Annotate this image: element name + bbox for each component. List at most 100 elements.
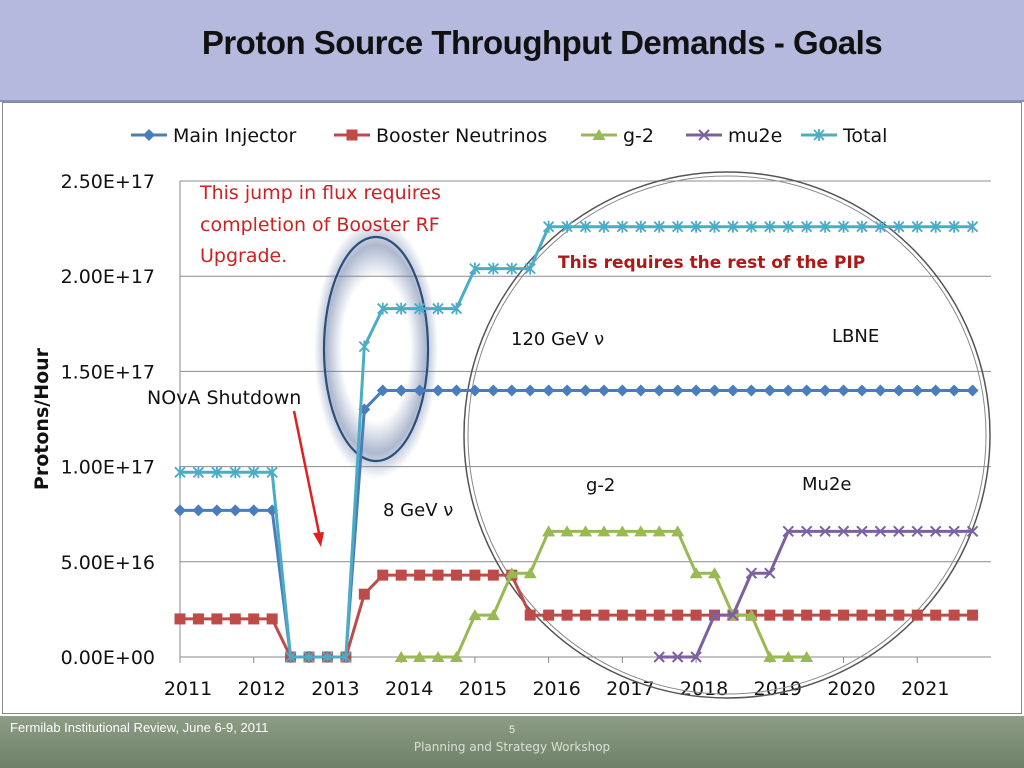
data-point (284, 651, 297, 663)
data-point (838, 609, 850, 621)
data-point (672, 609, 684, 621)
legend-label: Booster Neutrinos (376, 125, 547, 147)
series-line (180, 573, 973, 659)
data-point (524, 609, 536, 621)
highlight-shapes (292, 171, 991, 699)
data-point (653, 651, 665, 663)
series-mu2e (653, 525, 979, 663)
data-point (948, 609, 960, 621)
data-point (597, 384, 610, 397)
data-point (966, 384, 979, 397)
data-point (671, 384, 684, 397)
data-point (874, 384, 887, 397)
series-booster-neutrinos (174, 569, 979, 663)
data-point (653, 220, 665, 233)
legend-label: g-2 (623, 125, 654, 147)
data-point (579, 525, 592, 537)
data-point (930, 220, 942, 233)
data-point (449, 651, 463, 662)
data-point (303, 651, 315, 663)
data-point (229, 613, 241, 625)
series-total (174, 220, 979, 663)
data-point (340, 651, 352, 663)
data-point (764, 567, 776, 579)
data-point (395, 302, 407, 315)
chart-frame: 0.00E+00 5.00E+16 1.00E+17 1.50E+17 2.00E+17… (2, 102, 1022, 714)
data-point (431, 651, 445, 662)
data-point (745, 220, 758, 233)
series-layer (174, 220, 979, 663)
data-point (634, 525, 648, 537)
data-point (346, 129, 358, 141)
data-point (561, 220, 573, 233)
data-point (635, 609, 647, 621)
footer-bar (0, 716, 1024, 768)
data-point (266, 613, 278, 625)
annotation-text: Upgrade. (200, 245, 287, 267)
series-line (180, 225, 973, 659)
y-tick-label: 0.00E+00 (61, 647, 155, 669)
data-point (211, 466, 223, 479)
page-number: 5 (509, 724, 516, 736)
data-point (615, 525, 629, 537)
data-point (247, 504, 260, 517)
annotation-text: 8 GeV ν (383, 500, 453, 521)
data-point (579, 384, 592, 397)
data-point (745, 567, 758, 579)
data-point (856, 525, 868, 538)
data-point (616, 609, 628, 621)
data-point (690, 384, 703, 397)
data-point (690, 220, 702, 233)
x-tick-label: 2013 (311, 678, 359, 700)
data-point (819, 525, 831, 538)
data-point (506, 262, 518, 275)
data-point (469, 569, 481, 581)
x-tick-label: 2016 (532, 678, 580, 700)
x-tick-label: 2012 (238, 678, 286, 700)
grid-layer (180, 180, 991, 563)
data-point (248, 613, 260, 625)
series-line (659, 529, 973, 659)
data-point (708, 567, 722, 579)
data-point (468, 384, 481, 397)
data-point (229, 466, 241, 479)
data-point (911, 609, 923, 621)
data-point (930, 609, 942, 621)
data-point (635, 220, 647, 233)
data-point (893, 609, 905, 621)
data-point (727, 220, 739, 233)
data-point (893, 220, 905, 233)
data-point (377, 302, 389, 315)
annotation-text: This requires the rest of the PIP (558, 253, 865, 273)
data-point (708, 220, 721, 233)
data-point (948, 525, 960, 538)
data-point (708, 609, 721, 621)
data-point (690, 651, 702, 663)
data-point (911, 220, 923, 233)
series-g-2 (394, 525, 814, 662)
data-point (469, 262, 481, 275)
data-point (874, 525, 887, 538)
nova-shutdown-arrow (292, 410, 321, 534)
x-tick-label: 2020 (827, 678, 875, 700)
data-point (321, 651, 334, 663)
data-point (800, 384, 813, 397)
rf-upgrade-glow (314, 219, 438, 479)
annotation-layer: This jump in flux requires completion of … (147, 182, 879, 521)
data-point (229, 504, 242, 517)
footer-event-text: Fermilab Institutional Review, June 6-9,… (10, 720, 269, 735)
data-point (948, 220, 960, 233)
data-point (487, 569, 499, 581)
data-point (592, 129, 606, 140)
data-point (813, 129, 825, 141)
data-point (652, 525, 666, 537)
legend-label: mu2e (728, 125, 782, 147)
annotation-text: 120 GeV ν (511, 329, 604, 350)
data-point (211, 613, 223, 625)
data-point (745, 384, 758, 397)
data-point (394, 651, 408, 662)
data-point (856, 609, 868, 621)
data-point (192, 613, 204, 625)
data-point (358, 340, 370, 353)
data-point (395, 569, 407, 581)
